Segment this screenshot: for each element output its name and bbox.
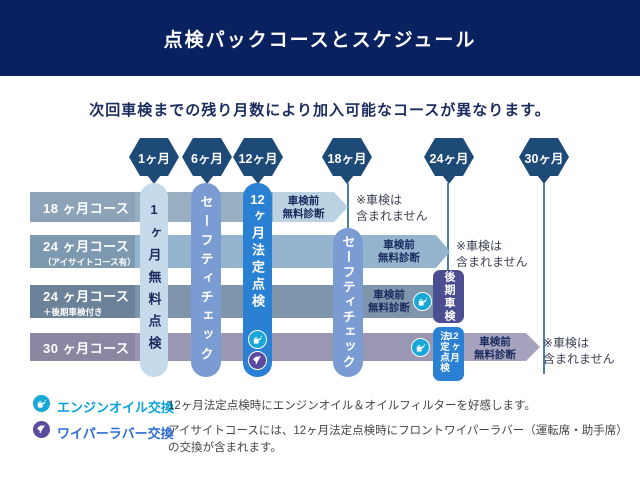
pre-inspection-chip: 車検前 無料診断	[474, 336, 516, 361]
oil-can-icon	[413, 292, 432, 311]
course-row-24m-eyesight-label: 24 ヶ月コース （アイサイトコース有）	[30, 235, 136, 268]
course-row-30m-label: 30 ヶ月コース	[30, 333, 135, 361]
row-24m-eyesight-note: ※車検は 含まれません	[456, 239, 528, 269]
header-banner: 点検パックコースとスケジュール	[0, 0, 640, 76]
marker-tail	[147, 175, 161, 184]
connector-line-30month	[543, 183, 545, 374]
row-18m-note: ※車検は 含まれません	[356, 193, 428, 223]
col-legal: 法定点検	[437, 331, 449, 373]
course-row-24m-eyesight-band	[135, 235, 436, 268]
bar-12month-legal-inspection: 12 ヶ月法定点検	[243, 183, 272, 377]
bar-1month-free-inspection: 1ヶ月無料点検	[140, 183, 168, 377]
timeline-marker-30month: 30ヶ月	[519, 138, 569, 184]
marker-tail	[340, 175, 354, 184]
row-30m-note: ※車検は 含まれません	[543, 336, 615, 366]
course-row-30m-arrow-tip	[526, 333, 540, 361]
legend-oil-desc: 12ヶ月法定点検時にエンジンオイル＆オイルフィルターを好感します。	[168, 400, 536, 412]
course-row-30m-segment	[464, 333, 526, 361]
legend-wiper-desc: アイサイトコースには、12ヶ月法定点検時にフロントワイパーラバー（運転席・助手席…	[168, 425, 623, 455]
col-12months: 12 ヶ月	[447, 331, 459, 363]
marker-hexagon: 1ヶ月	[129, 138, 179, 176]
bar-safety-check-2: セーフティチェック	[333, 228, 363, 377]
pre-inspection-chip: 車検前 無料診断	[368, 289, 410, 314]
marker-hexagon: 12ヶ月	[233, 138, 283, 176]
connector-line-18month	[347, 183, 349, 229]
marker-hexagon: 6ヶ月	[182, 138, 232, 176]
box-late-term-inspection: 後期車検	[433, 270, 464, 323]
marker-hexagon: 24ヶ月	[424, 138, 474, 176]
course-row-30m-band	[135, 333, 434, 361]
oil-can-icon	[411, 338, 430, 357]
course-row-24m-late-band	[135, 285, 449, 318]
marker-tail	[442, 175, 456, 184]
box-12month-legal-inspection-small: 法定点検 12 ヶ月	[433, 327, 464, 381]
intro-text: 次回車検までの残り月数により加入可能なコースが異なります。	[89, 102, 551, 119]
timeline-marker-6month: 6ヶ月	[182, 138, 232, 184]
page-title: 点検パックコースとスケジュール	[163, 29, 477, 51]
wiper-icon	[248, 351, 267, 370]
marker-tail	[200, 175, 214, 184]
connector-line-24month	[447, 183, 449, 271]
legend-oil-label: エンジンオイル交換	[57, 400, 175, 415]
marker-hexagon: 30ヶ月	[519, 138, 569, 176]
course-row-24m-late-label: 24 ヶ月コース ＋後期車検付き	[30, 285, 135, 318]
marker-tail	[537, 175, 551, 184]
legend-wiper-label: ワイパーラバー交換	[57, 426, 174, 441]
pre-inspection-chip: 車検前 無料診断	[378, 239, 420, 264]
wiper-icon	[33, 421, 50, 438]
marker-tail	[251, 175, 265, 184]
timeline-marker-18month: 18ヶ月	[322, 138, 372, 184]
pre-inspection-chip: 車検前 無料診断	[282, 195, 325, 220]
timeline-marker-1month: 1ヶ月	[129, 138, 179, 184]
course-row-18m-segment	[273, 192, 334, 222]
oil-can-icon	[248, 330, 267, 349]
bar-bottom-icons	[248, 330, 267, 370]
timeline-marker-24month: 24ヶ月	[424, 138, 474, 184]
course-row-18m-arrow-tip	[334, 192, 348, 222]
course-row-18m-label: 18 ヶ月コース	[30, 192, 135, 222]
bar-safety-check-1: セーフティチェック	[191, 183, 221, 377]
oil-can-icon	[33, 395, 50, 412]
marker-hexagon: 18ヶ月	[322, 138, 372, 176]
timeline-marker-12month: 12ヶ月	[233, 138, 283, 184]
